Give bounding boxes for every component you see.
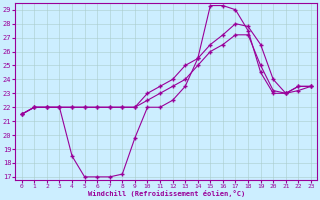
- X-axis label: Windchill (Refroidissement éolien,°C): Windchill (Refroidissement éolien,°C): [88, 190, 245, 197]
